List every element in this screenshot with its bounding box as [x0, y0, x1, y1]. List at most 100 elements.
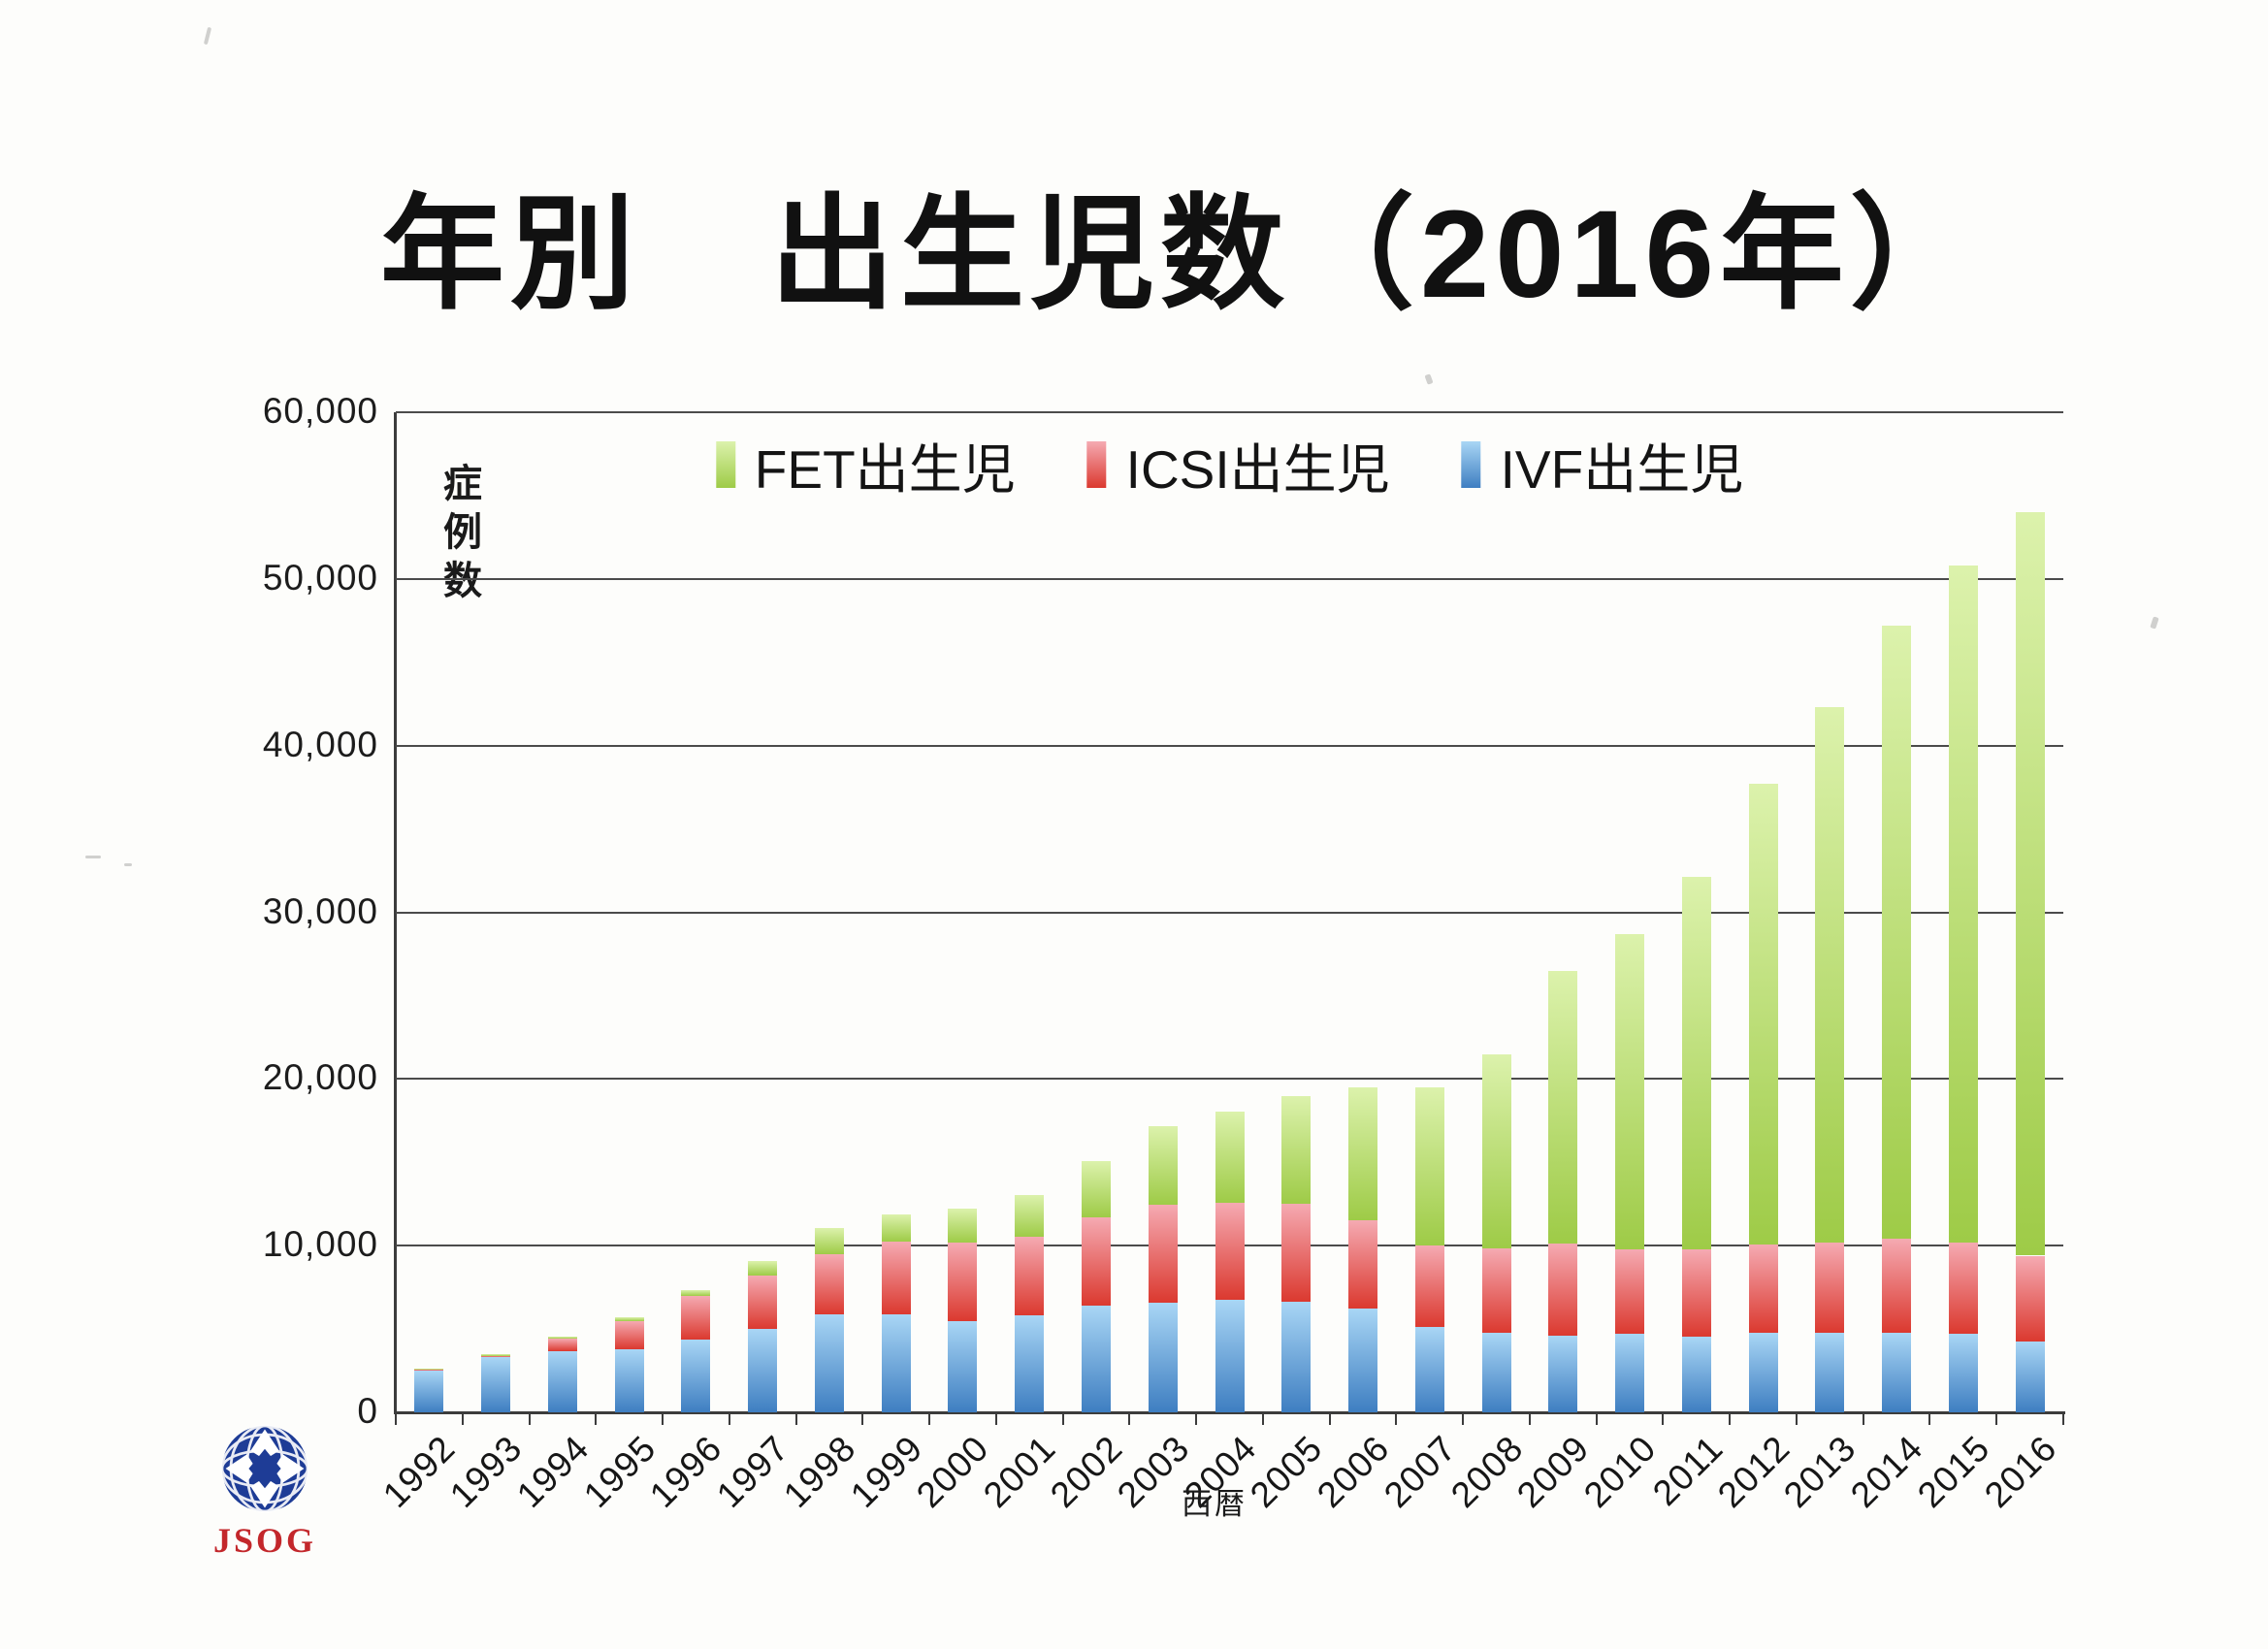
bar-segment-FET出生児-2000	[948, 1209, 978, 1243]
gridline-60000	[396, 411, 2063, 413]
bar-segment-IVF出生児-1992	[414, 1371, 444, 1412]
x-axis-tick	[728, 1412, 730, 1425]
x-axis-unit-label: 西暦	[1182, 1487, 1247, 1521]
bar-segment-ICSI出生児-1992	[414, 1370, 444, 1372]
x-axis-tick	[1795, 1412, 1798, 1425]
scan-artifact	[2150, 616, 2159, 630]
bar-segment-FET出生児-2003	[1148, 1126, 1178, 1206]
bar-segment-FET出生児-2004	[1215, 1111, 1245, 1204]
stacked-bar-2016	[2015, 412, 2045, 1412]
legend-item-1: ICSI出生児	[1086, 426, 1390, 503]
x-axis-tick	[1595, 1412, 1598, 1425]
stacked-bar-2001	[1015, 412, 1045, 1412]
bar-segment-FET出生児-2013	[1815, 707, 1845, 1243]
bar-segment-FET出生児-2002	[1081, 1161, 1111, 1217]
bar-segment-FET出生児-1992	[414, 1369, 444, 1371]
x-axis-tick	[794, 1412, 797, 1425]
bar-segment-FET出生児-2016	[2015, 512, 2045, 1256]
bar-segment-ICSI出生児-2009	[1548, 1244, 1578, 1336]
x-axis-tick	[1128, 1412, 1131, 1425]
stacked-bar-2011	[1681, 412, 1711, 1412]
y-axis-line	[394, 412, 397, 1412]
x-axis-tick	[928, 1412, 931, 1425]
y-tick-label-20,000: 20,000	[262, 1057, 378, 1098]
stacked-bar-1996	[681, 412, 711, 1412]
gridline-20000	[396, 1078, 2063, 1081]
bar-segment-FET出生児-2015	[1948, 566, 1978, 1243]
bar-segment-FET出生児-1996	[681, 1289, 711, 1296]
x-axis-tick	[861, 1412, 864, 1425]
x-axis-tick	[1195, 1412, 1198, 1425]
bar-segment-ICSI出生児-2001	[1015, 1236, 1045, 1316]
x-axis-tick	[461, 1412, 464, 1425]
legend-label: FET出生児	[754, 439, 1016, 500]
scan-artifact	[203, 26, 212, 46]
x-axis-tick	[1862, 1412, 1864, 1425]
bar-segment-FET出生児-2012	[1748, 784, 1778, 1245]
x-axis-tick	[1662, 1412, 1665, 1425]
bar-segment-IVF出生児-1995	[614, 1348, 644, 1412]
gridline-40000	[396, 744, 2063, 747]
x-axis-tick	[1261, 1412, 1264, 1425]
bar-segment-IVF出生児-1997	[748, 1329, 778, 1412]
scan-artifact	[1424, 373, 1434, 385]
stacked-bar-1995	[614, 412, 644, 1412]
bar-segment-FET出生児-1998	[814, 1228, 844, 1254]
bar-segment-IVF出生児-1993	[481, 1357, 511, 1412]
y-tick-label-50,000: 50,000	[262, 557, 378, 598]
bar-segment-FET出生児-2014	[1882, 625, 1912, 1240]
x-axis-tick	[395, 1412, 397, 1425]
bar-segment-IVF出生児-2011	[1681, 1336, 1711, 1412]
stacked-bar-2004	[1215, 412, 1245, 1412]
bar-segment-IVF出生児-2007	[1414, 1327, 1444, 1412]
stacked-bar-1997	[748, 412, 778, 1412]
x-axis-tick	[1995, 1412, 1998, 1425]
bar-segment-ICSI出生児-2008	[1481, 1247, 1511, 1333]
stacked-bar-1998	[814, 412, 844, 1412]
stacked-bar-2002	[1081, 412, 1111, 1412]
bar-segment-ICSI出生児-2002	[1081, 1216, 1111, 1307]
bar-segment-IVF出生児-1996	[681, 1340, 711, 1412]
stacked-bar-1994	[547, 412, 577, 1412]
bar-segment-IVF出生児-1994	[547, 1351, 577, 1412]
stacked-bar-2009	[1548, 412, 1578, 1412]
bar-segment-IVF出生児-2005	[1281, 1301, 1312, 1412]
stacked-bar-2015	[1948, 412, 1978, 1412]
y-tick-label-40,000: 40,000	[262, 724, 378, 764]
scan-artifact	[85, 856, 101, 858]
bar-segment-IVF出生児-2012	[1748, 1332, 1778, 1412]
bar-segment-FET出生児-2008	[1481, 1053, 1511, 1248]
stacked-bar-1999	[881, 412, 911, 1412]
legend-swatch-icon	[715, 441, 735, 488]
bar-segment-ICSI出生児-2010	[1615, 1248, 1645, 1335]
x-axis-tick	[2062, 1412, 2064, 1425]
x-axis-tick	[1729, 1412, 1732, 1425]
legend-label: ICSI出生児	[1125, 439, 1390, 500]
x-axis-line	[394, 1411, 2065, 1414]
bar-segment-ICSI出生児-2006	[1348, 1220, 1378, 1310]
bar-segment-IVF出生児-1998	[814, 1314, 844, 1412]
stacked-bar-2003	[1148, 412, 1178, 1412]
stacked-bar-2014	[1882, 412, 1912, 1412]
legend-item-0: FET出生児	[715, 426, 1016, 503]
bar-segment-IVF出生児-2001	[1015, 1315, 1045, 1412]
bar-segment-IVF出生児-2010	[1615, 1334, 1645, 1412]
bar-segment-ICSI出生児-2014	[1882, 1239, 1912, 1333]
bar-segment-FET出生児-2001	[1015, 1194, 1045, 1237]
y-tick-label-60,000: 60,000	[262, 391, 378, 431]
bar-segment-ICSI出生児-1997	[748, 1276, 778, 1330]
jsog-logo-text: JSOG	[212, 1521, 317, 1560]
stacked-bar-2007	[1414, 412, 1444, 1412]
bar-segment-IVF出生児-2015	[1948, 1334, 1978, 1412]
y-axis-unit-label: 症例数	[437, 463, 480, 608]
stacked-bar-1993	[481, 412, 511, 1412]
bar-segment-IVF出生児-2000	[948, 1320, 978, 1412]
bar-segment-FET出生児-1995	[614, 1317, 644, 1322]
x-axis-tick	[1328, 1412, 1331, 1425]
gridline-50000	[396, 577, 2063, 580]
bar-segment-ICSI出生児-2011	[1681, 1248, 1711, 1337]
bar-segment-FET出生児-1997	[748, 1260, 778, 1277]
bar-segment-IVF出生児-2016	[2015, 1341, 2045, 1412]
x-axis-tick	[1528, 1412, 1531, 1425]
jsog-logo: JSOG	[211, 1424, 318, 1561]
